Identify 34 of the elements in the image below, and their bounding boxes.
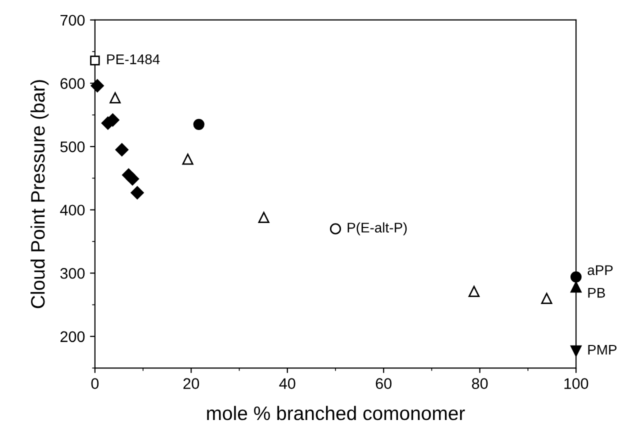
y-tick-label: 500 [60, 141, 85, 152]
y-tick-label: 400 [60, 204, 85, 216]
x-tick-label: 20 [183, 378, 200, 389]
point [90, 56, 100, 66]
annotation: PMP [588, 345, 617, 355]
x-tick-label: 40 [279, 378, 296, 389]
point [258, 212, 270, 223]
y-tick-label: 600 [60, 78, 85, 89]
y-tick-label: 300 [60, 268, 85, 279]
point [330, 223, 342, 234]
annotation: PB [588, 288, 605, 298]
point [130, 186, 144, 200]
x-tick-label: 80 [472, 378, 488, 389]
x-tick-label: 60 [376, 378, 392, 389]
annotation: P(E-alt-P) [348, 222, 407, 236]
y-tick-label: 700 [60, 14, 85, 26]
point [90, 79, 104, 92]
y-axis-title: Cloud Point Pressure (bar) [30, 80, 49, 308]
annotation: PE-1484 [107, 54, 160, 64]
annotation: aPP [588, 265, 613, 276]
point [115, 143, 128, 156]
x-tick-label: 100 [564, 378, 588, 389]
point [468, 286, 480, 298]
point [570, 345, 582, 357]
point [541, 292, 552, 304]
point [182, 154, 194, 165]
point [193, 118, 204, 130]
x-tick-label: 0 [91, 378, 99, 389]
x-axis-title: mole % branched comonomer [207, 406, 465, 420]
point [110, 92, 121, 104]
point [570, 271, 582, 282]
point [126, 172, 140, 186]
y-tick-label: 200 [60, 331, 85, 342]
point [570, 281, 582, 293]
